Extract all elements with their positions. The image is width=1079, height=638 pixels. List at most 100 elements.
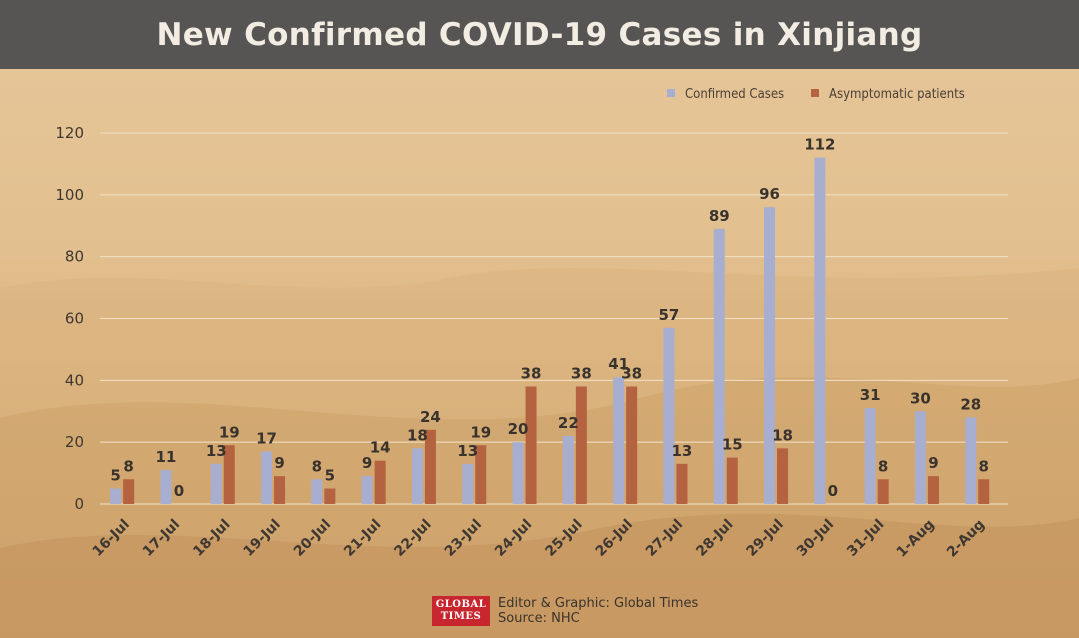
chart-title: New Confirmed COVID-19 Cases in Xinjiang bbox=[156, 16, 923, 53]
logo-line-2: TIMES bbox=[440, 611, 482, 622]
title-bar: New Confirmed COVID-19 Cases in Xinjiang bbox=[0, 0, 1079, 69]
data-label-confirmed: 17 bbox=[256, 429, 277, 447]
bar-asymptomatic bbox=[575, 386, 587, 504]
x-tick-label: 22-Jul bbox=[391, 517, 434, 560]
data-label-confirmed: 5 bbox=[110, 467, 120, 485]
x-tick-label: 25-Jul bbox=[542, 517, 585, 560]
bar-confirmed bbox=[210, 463, 222, 504]
legend-label: Asymptomatic patients bbox=[829, 87, 965, 102]
x-tick-label: 17-Jul bbox=[140, 517, 183, 560]
bar-asymptomatic bbox=[726, 457, 738, 504]
y-tick-label: 120 bbox=[55, 124, 84, 142]
bar-asymptomatic bbox=[475, 445, 487, 504]
bar-confirmed bbox=[411, 448, 423, 504]
bar-asymptomatic bbox=[374, 460, 386, 504]
x-axis-ticks: 16-Jul 17-Jul 18-Jul 19-Jul 20-Jul 21-Jul 22-J… bbox=[90, 517, 988, 561]
x-tick-label: 16-Jul bbox=[90, 517, 133, 560]
data-label-asymptomatic: 9 bbox=[928, 454, 938, 472]
gridlines bbox=[100, 132, 1008, 505]
data-label-asymptomatic: 8 bbox=[123, 457, 133, 475]
x-tick-label: 23-Jul bbox=[442, 517, 485, 560]
x-tick-label: 24-Jul bbox=[492, 517, 535, 560]
data-label-confirmed: 89 bbox=[709, 207, 730, 225]
bar-asymptomatic bbox=[424, 429, 436, 504]
bar-asymptomatic bbox=[525, 386, 537, 504]
data-label-confirmed: 8 bbox=[312, 457, 322, 475]
x-tick-label: 20-Jul bbox=[291, 517, 334, 560]
x-tick-label: 29-Jul bbox=[744, 517, 787, 560]
bar-confirmed bbox=[160, 469, 172, 504]
bar-asymptomatic bbox=[927, 476, 939, 504]
bar-asymptomatic bbox=[123, 479, 135, 504]
y-tick-label: 60 bbox=[65, 310, 84, 328]
bar-confirmed bbox=[965, 417, 977, 504]
data-label-confirmed: 28 bbox=[960, 395, 981, 413]
y-tick-label: 0 bbox=[74, 495, 84, 513]
data-label-confirmed: 13 bbox=[206, 442, 227, 460]
bar-confirmed bbox=[663, 327, 675, 504]
x-tick-label: 27-Jul bbox=[643, 517, 686, 560]
bar-asymptomatic bbox=[978, 479, 990, 504]
editor-credit: Editor & Graphic: Global Times bbox=[498, 596, 699, 611]
data-label-asymptomatic: 8 bbox=[979, 457, 989, 475]
x-tick-label: 31-Jul bbox=[844, 517, 887, 560]
bar-confirmed bbox=[361, 476, 373, 504]
y-tick-label: 20 bbox=[65, 433, 84, 451]
x-tick-label: 21-Jul bbox=[341, 517, 384, 560]
x-tick-label: 28-Jul bbox=[693, 517, 736, 560]
x-tick-label: 18-Jul bbox=[190, 517, 233, 560]
legend: Confirmed Cases Asymptomatic patients bbox=[667, 87, 965, 102]
bar-confirmed bbox=[261, 451, 273, 504]
bar-asymptomatic bbox=[777, 448, 789, 504]
bar-asymptomatic bbox=[324, 488, 336, 504]
bar-confirmed bbox=[764, 207, 776, 504]
legend-swatch bbox=[667, 89, 675, 97]
data-label-confirmed: 18 bbox=[407, 426, 428, 444]
x-tick-label: 19-Jul bbox=[241, 517, 284, 560]
data-label-confirmed: 41 bbox=[608, 355, 629, 373]
x-tick-label: 30-Jul bbox=[794, 517, 837, 560]
data-label-asymptomatic: 15 bbox=[722, 436, 743, 454]
data-label-asymptomatic: 38 bbox=[621, 365, 642, 383]
data-label-asymptomatic: 38 bbox=[521, 365, 542, 383]
data-label-confirmed: 22 bbox=[558, 414, 579, 432]
data-label-confirmed: 20 bbox=[508, 420, 529, 438]
data-label-confirmed: 112 bbox=[804, 136, 835, 154]
source-credit: Source: NHC bbox=[498, 611, 580, 626]
legend-swatch bbox=[811, 89, 819, 97]
data-label-asymptomatic: 13 bbox=[672, 442, 693, 460]
bar-confirmed bbox=[613, 377, 625, 504]
bar-asymptomatic bbox=[877, 479, 889, 504]
y-tick-label: 100 bbox=[55, 186, 84, 204]
x-tick-label: 1-Aug bbox=[894, 517, 938, 561]
bar-confirmed bbox=[110, 488, 122, 504]
global-times-logo: GLOBAL TIMES bbox=[432, 596, 490, 626]
legend-label: Confirmed Cases bbox=[685, 87, 784, 102]
x-tick-label: 26-Jul bbox=[593, 517, 636, 560]
bar-asymptomatic bbox=[274, 476, 286, 504]
data-label-asymptomatic: 0 bbox=[828, 482, 838, 500]
bar-confirmed bbox=[864, 408, 876, 504]
data-label-confirmed: 13 bbox=[457, 442, 478, 460]
data-label-confirmed: 30 bbox=[910, 389, 931, 407]
bar-confirmed bbox=[462, 463, 474, 504]
bar-confirmed bbox=[814, 157, 826, 504]
bar-asymptomatic bbox=[223, 445, 235, 504]
credits: Editor & Graphic: Global Times Source: N… bbox=[498, 596, 698, 626]
data-label-confirmed: 96 bbox=[759, 185, 780, 203]
data-label-confirmed: 31 bbox=[860, 386, 881, 404]
bars bbox=[110, 157, 990, 504]
bar-asymptomatic bbox=[676, 463, 688, 504]
data-label-confirmed: 11 bbox=[156, 448, 177, 466]
bar-confirmed bbox=[512, 442, 524, 504]
y-axis-ticks: 0 20 40 60 80 100 120 bbox=[55, 124, 84, 513]
bar-confirmed bbox=[562, 435, 574, 504]
data-label-asymptomatic: 8 bbox=[878, 457, 888, 475]
footer: GLOBAL TIMES Editor & Graphic: Global Ti… bbox=[432, 596, 698, 626]
data-label-asymptomatic: 9 bbox=[274, 454, 284, 472]
y-tick-label: 40 bbox=[65, 371, 84, 389]
data-label-asymptomatic: 38 bbox=[571, 365, 592, 383]
